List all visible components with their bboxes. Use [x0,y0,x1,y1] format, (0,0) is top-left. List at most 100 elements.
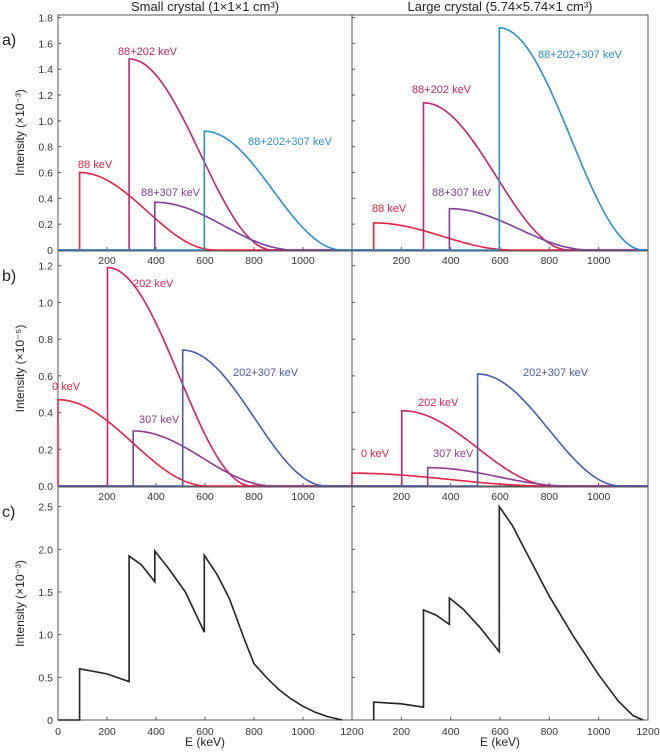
y-tick-label: 0 [47,715,53,727]
x-tick-label: 600 [491,726,509,738]
x-tick-label: 800 [245,491,263,503]
series-label: 88+202 keV [118,46,178,58]
y-tick-label: 0.4 [38,193,53,205]
series-line-202-keV [58,266,352,487]
y-tick-label: 0.4 [38,408,53,420]
x-tick-label: 600 [196,726,214,738]
y-tick-label: 1.2 [38,90,53,102]
y-tick-label: 0 [47,245,53,257]
series-label: 202 keV [418,397,459,409]
x-tick-label: 400 [147,255,165,267]
y-tick-label: 0.8 [38,142,53,154]
series-line-88-202-307-keV [352,27,648,251]
y-tick-label: 0.2 [38,219,53,231]
x-tick-label: 600 [196,491,214,503]
y-tick-label: 0.6 [38,371,53,383]
x-tick-label: 1000 [587,255,611,267]
series-line-88-keV [352,222,648,251]
series-label: 88 keV [78,159,113,171]
y-tick-label: 1.2 [38,261,53,273]
x-tick-label: 800 [541,491,559,503]
x-tick-label: 400 [442,491,460,503]
series-line-Total [58,548,343,721]
x-tick-label: 1000 [587,726,611,738]
series-label: 307 keV [139,414,180,426]
x-tick-label: 1000 [291,491,315,503]
panel-letter: a) [2,32,16,49]
x-tick-label: 400 [442,726,460,738]
series-label: 88+202+307 keV [248,136,332,148]
x-tick-label: 800 [245,255,263,267]
x-tick-label: 400 [147,726,165,738]
series-line-307-keV [58,430,352,487]
x-tick-label: 1000 [291,726,315,738]
x-tick-label: 800 [541,255,559,267]
series-label: 0 keV [361,448,390,460]
series-label: 307 keV [433,448,474,460]
x-tick-label: 600 [491,255,509,267]
panel-frame [351,250,649,487]
panel-letter: c) [2,504,15,521]
y-tick-label: 1.6 [38,38,53,50]
series-line-88-307-keV [352,207,648,251]
y-axis-label: Intensity (×10⁻³) [13,560,27,647]
y-tick-label: 0.2 [38,444,53,456]
series-line-88-keV [58,171,352,251]
series-label: 88+307 keV [141,187,201,199]
series-label: 202+307 keV [523,367,589,379]
y-tick-label: 1.5 [38,587,53,599]
y-tick-label: 1.0 [38,630,53,642]
x-tick-label: 200 [393,255,411,267]
y-tick-label: 1.0 [38,297,53,309]
y-tick-label: 1.8 [38,13,53,25]
x-tick-label: 1000 [291,255,315,267]
x-tick-label: 800 [541,726,559,738]
x-tick-label: 400 [442,255,460,267]
series-line-Total [372,504,644,721]
x-tick-label: 200 [98,255,116,267]
series-label: 0 keV [52,381,81,393]
series-line-202-keV [352,409,648,487]
x-tick-label: 600 [196,255,214,267]
x-axis-label: E (keV) [480,735,520,749]
x-tick-label: 200 [98,726,116,738]
series-line-307-keV [352,466,648,487]
y-tick-label: 0.5 [38,672,53,684]
series-label: 88 keV [372,203,407,215]
series-label: 88+307 keV [432,187,492,199]
y-tick-label: 2.5 [38,502,53,514]
series-label: 88+202+307 keV [538,49,622,61]
series-line-202-307-keV [352,373,648,487]
column-title: Small crystal (1×1×1 cm³) [131,0,279,14]
x-tick-label: 200 [393,726,411,738]
y-tick-label: 2.0 [38,544,53,556]
y-tick-label: 1.0 [38,116,53,128]
y-axis-label: Intensity (×10⁻⁵) [13,325,27,413]
y-axis-label: Intensity (×10⁻³) [13,89,27,176]
panel-frame [57,250,353,487]
y-tick-label: 1.4 [38,64,53,76]
x-tick-label: 200 [98,491,116,503]
x-tick-label: 800 [245,726,263,738]
y-tick-label: 0.0 [38,481,53,493]
x-tick-label: 600 [491,491,509,503]
series-label: 202+307 keV [233,367,299,379]
series-line-88-307-keV [58,201,352,251]
x-tick-label: 0 [55,726,61,738]
series-line-88-202-307-keV [58,130,352,251]
y-tick-label: 0.6 [38,168,53,180]
x-tick-label: 200 [393,491,411,503]
series-label: 88+202 keV [412,84,472,96]
series-line-202-307-keV [58,349,352,487]
x-tick-label: 400 [147,491,165,503]
y-tick-label: 0.8 [38,334,53,346]
panel-letter: b) [2,268,16,285]
series-label: 202 keV [133,278,174,290]
series-line-0-keV [351,472,648,487]
x-axis-label: E (keV) [185,735,225,749]
x-tick-label: 1200 [340,726,364,738]
x-tick-label: 1000 [587,491,611,503]
x-tick-label: 1200 [636,726,660,738]
series-line-0-keV [57,398,352,487]
